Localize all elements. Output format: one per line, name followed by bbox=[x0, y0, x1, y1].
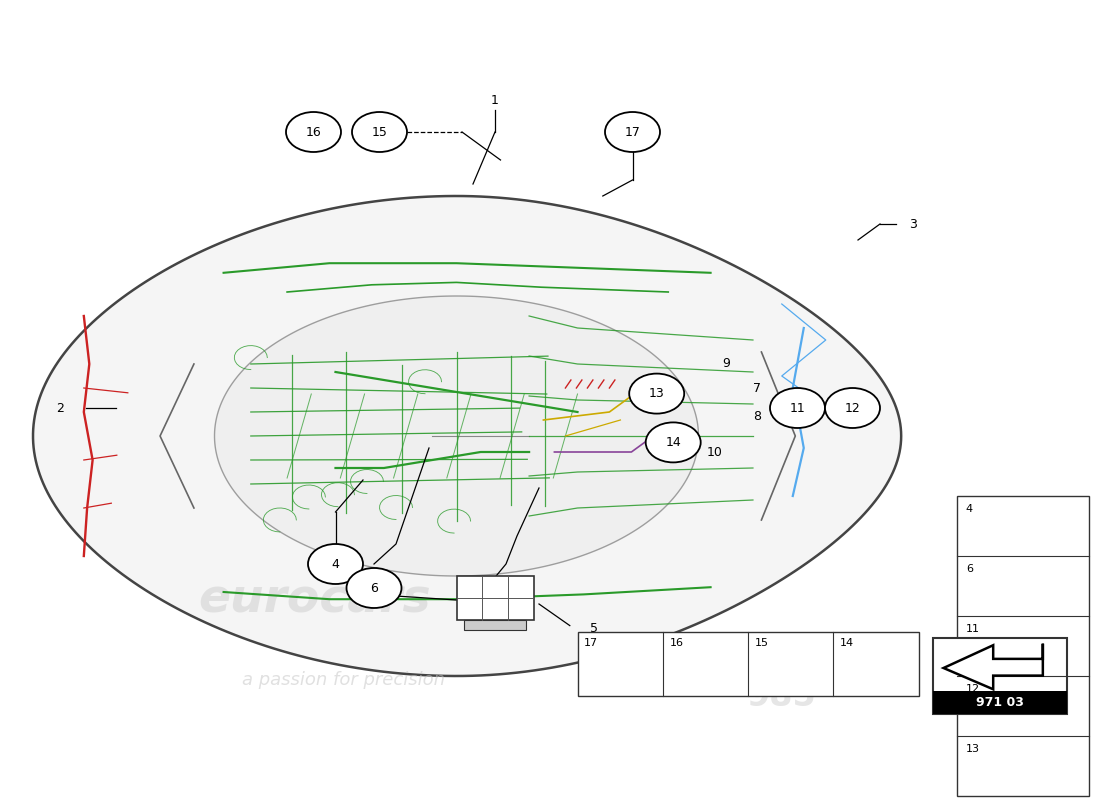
Text: 3: 3 bbox=[909, 218, 917, 230]
Text: 10: 10 bbox=[707, 446, 723, 458]
Text: 17: 17 bbox=[584, 638, 598, 648]
Text: a passion for precision: a passion for precision bbox=[242, 671, 446, 689]
Text: 6: 6 bbox=[370, 582, 378, 594]
Text: 17: 17 bbox=[625, 126, 640, 138]
Circle shape bbox=[825, 388, 880, 428]
Polygon shape bbox=[944, 644, 1043, 690]
Bar bbox=[933, 690, 1067, 714]
Circle shape bbox=[308, 544, 363, 584]
Text: 2: 2 bbox=[56, 402, 65, 414]
Text: 6: 6 bbox=[966, 564, 972, 574]
Circle shape bbox=[770, 388, 825, 428]
Text: 11: 11 bbox=[790, 402, 805, 414]
Circle shape bbox=[286, 112, 341, 152]
Circle shape bbox=[346, 568, 402, 608]
Text: 15: 15 bbox=[755, 638, 769, 648]
Bar bbox=[957, 496, 1089, 796]
Text: 4: 4 bbox=[966, 504, 972, 514]
Text: 14: 14 bbox=[840, 638, 854, 648]
Text: 4: 4 bbox=[331, 558, 340, 570]
Text: 14: 14 bbox=[666, 436, 681, 449]
Text: eurocars: eurocars bbox=[198, 578, 430, 622]
Text: 7: 7 bbox=[752, 382, 761, 394]
Text: 9: 9 bbox=[722, 358, 730, 370]
Text: 16: 16 bbox=[669, 638, 683, 648]
Text: 12: 12 bbox=[845, 402, 860, 414]
Text: 13: 13 bbox=[649, 387, 664, 400]
Polygon shape bbox=[33, 196, 901, 676]
Bar bbox=[464, 620, 526, 630]
Bar bbox=[578, 632, 918, 696]
Text: 971 03: 971 03 bbox=[976, 696, 1024, 709]
Circle shape bbox=[646, 422, 701, 462]
Bar bbox=[933, 638, 1067, 714]
Text: 985: 985 bbox=[746, 679, 816, 713]
Bar bbox=[456, 576, 534, 620]
Text: 13: 13 bbox=[966, 744, 980, 754]
Circle shape bbox=[605, 112, 660, 152]
Circle shape bbox=[352, 112, 407, 152]
Polygon shape bbox=[214, 296, 698, 576]
Text: 16: 16 bbox=[306, 126, 321, 138]
Text: 15: 15 bbox=[372, 126, 387, 138]
Text: 1: 1 bbox=[491, 94, 499, 106]
Text: 5: 5 bbox=[590, 622, 598, 634]
Text: 12: 12 bbox=[966, 684, 980, 694]
Circle shape bbox=[629, 374, 684, 414]
Text: 8: 8 bbox=[752, 410, 761, 422]
Text: 11: 11 bbox=[966, 624, 980, 634]
